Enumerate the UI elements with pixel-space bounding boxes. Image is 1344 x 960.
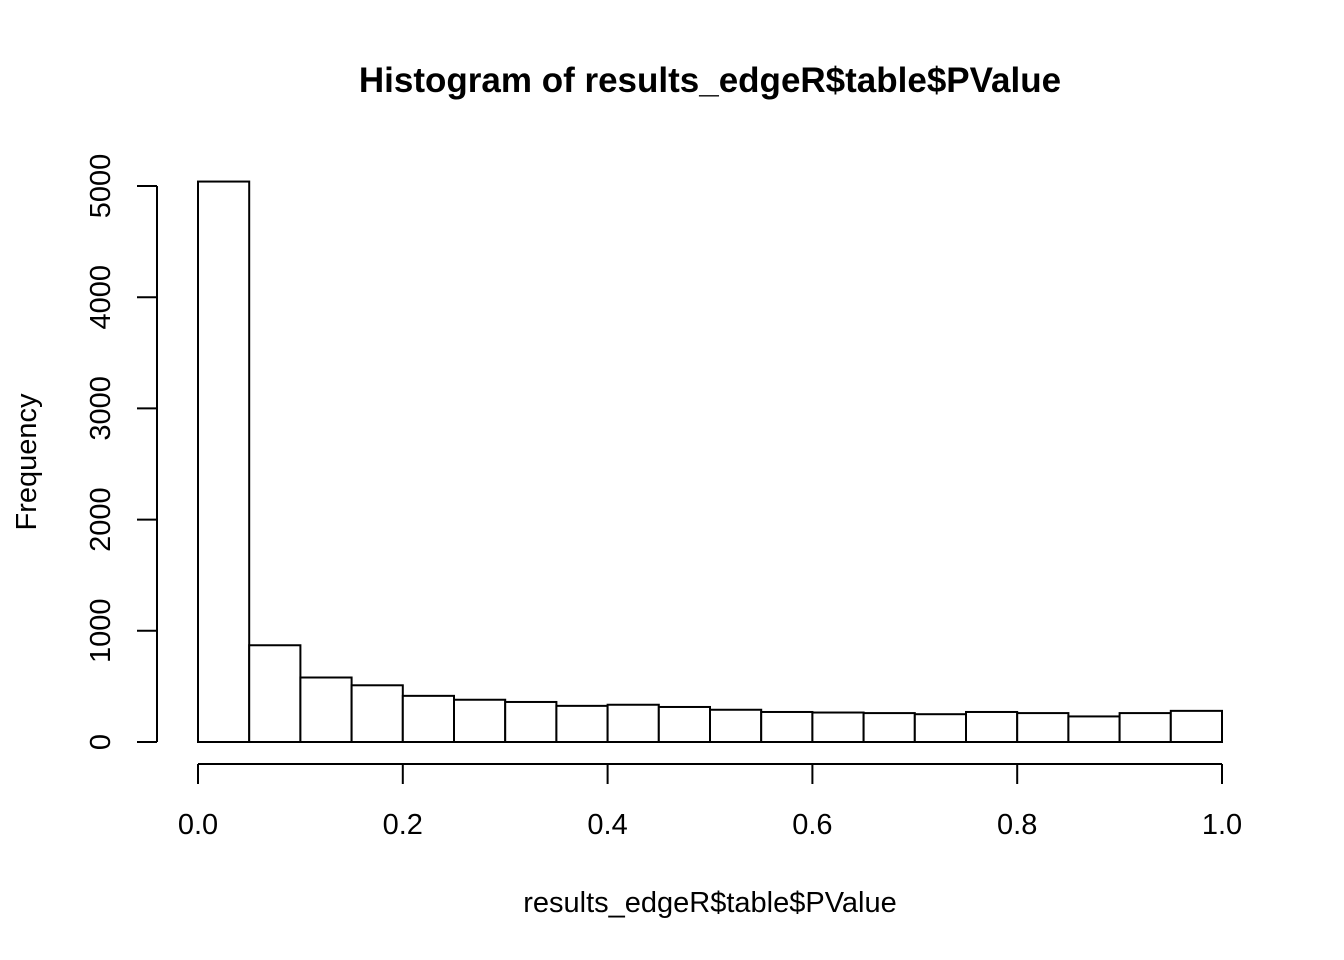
histogram-bar — [401, 694, 455, 743]
x-tick-label: 1.0 — [1202, 809, 1242, 841]
histogram-bar — [760, 710, 814, 744]
y-tick-label: 3000 — [85, 376, 117, 441]
histogram-bar — [606, 703, 660, 743]
histogram-bar — [811, 711, 865, 743]
y-tick-label: 2000 — [85, 487, 117, 552]
x-axis: 0.0 0.2 0.4 0.6 0.8 1.0 — [178, 763, 1242, 841]
histogram-bar — [555, 704, 609, 743]
bars-group — [197, 180, 1224, 744]
histogram-bar — [504, 700, 558, 744]
x-tick-label: 0.0 — [178, 809, 218, 841]
x-tick-label: 0.6 — [792, 809, 832, 841]
histogram-bar — [453, 698, 507, 744]
histogram-bar — [965, 710, 1019, 744]
y-tick-label: 1000 — [85, 599, 117, 664]
y-tick-label: 4000 — [85, 265, 117, 330]
histogram-bar — [862, 712, 916, 744]
y-tick-label: 0 — [85, 734, 117, 750]
histogram-bar — [657, 705, 711, 743]
histogram-bar — [1067, 715, 1121, 744]
x-tick-label: 0.2 — [383, 809, 423, 841]
histogram-bar — [709, 708, 763, 744]
y-axis-label: Frequency — [11, 393, 43, 531]
histogram-bar — [1118, 712, 1172, 744]
x-tick-label: 0.4 — [587, 809, 627, 841]
histogram-bar — [248, 644, 302, 743]
histogram-bar — [350, 684, 404, 744]
y-axis: 0 1000 2000 3000 4000 5000 — [85, 154, 158, 750]
histogram-bar — [1016, 712, 1070, 744]
x-axis-label: results_edgeR$table$PValue — [523, 887, 897, 919]
histogram-bar — [913, 713, 967, 744]
histogram-bar — [197, 180, 251, 743]
x-tick-label: 0.8 — [997, 809, 1037, 841]
chart-title: Histogram of results_edgeR$table$PValue — [359, 61, 1061, 100]
histogram-bar — [299, 676, 353, 744]
histogram-bar — [1169, 709, 1224, 744]
y-tick-label: 5000 — [85, 154, 117, 219]
